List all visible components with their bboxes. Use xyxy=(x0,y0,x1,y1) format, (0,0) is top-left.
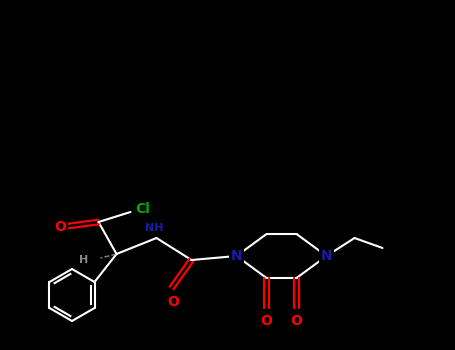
Text: O: O xyxy=(167,295,179,309)
Text: Cl: Cl xyxy=(136,202,151,216)
Text: N: N xyxy=(231,249,243,263)
Text: H: H xyxy=(79,255,89,265)
Text: NH: NH xyxy=(145,223,164,233)
Text: O: O xyxy=(55,220,66,234)
Text: N: N xyxy=(321,249,332,263)
Text: O: O xyxy=(261,314,273,328)
Text: O: O xyxy=(291,314,303,328)
